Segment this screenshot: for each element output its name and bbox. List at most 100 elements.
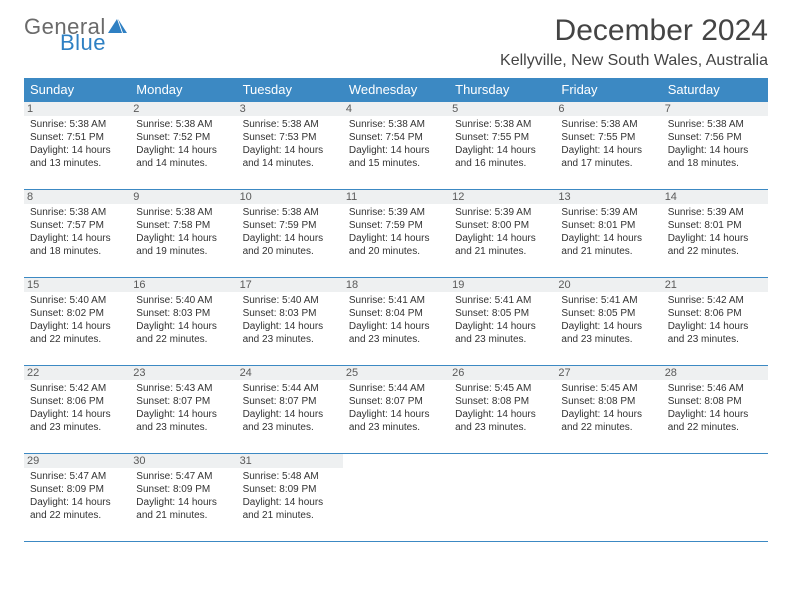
day-number: 3	[237, 102, 343, 116]
calendar-day-cell	[343, 454, 449, 542]
day-details: Sunrise: 5:38 AMSunset: 7:54 PMDaylight:…	[349, 118, 443, 170]
day-number: 12	[449, 190, 555, 204]
day-line-sunrise: Sunrise: 5:48 AM	[243, 470, 337, 483]
calendar-day-cell: 27Sunrise: 5:45 AMSunset: 8:08 PMDayligh…	[555, 366, 661, 454]
day-details: Sunrise: 5:45 AMSunset: 8:08 PMDaylight:…	[561, 382, 655, 434]
day-details: Sunrise: 5:47 AMSunset: 8:09 PMDaylight:…	[30, 470, 124, 522]
month-title: December 2024	[500, 14, 768, 48]
day-line-d1: Daylight: 14 hours	[30, 144, 124, 157]
day-line-sunrise: Sunrise: 5:39 AM	[349, 206, 443, 219]
day-number: 20	[555, 278, 661, 292]
day-number: 1	[24, 102, 130, 116]
day-line-d1: Daylight: 14 hours	[349, 144, 443, 157]
day-number: 16	[130, 278, 236, 292]
day-line-sunrise: Sunrise: 5:38 AM	[136, 118, 230, 131]
day-line-d1: Daylight: 14 hours	[561, 320, 655, 333]
day-line-sunset: Sunset: 7:55 PM	[455, 131, 549, 144]
day-number: 25	[343, 366, 449, 380]
day-details: Sunrise: 5:39 AMSunset: 8:01 PMDaylight:…	[561, 206, 655, 258]
day-line-sunset: Sunset: 8:09 PM	[243, 483, 337, 496]
calendar-day-cell: 17Sunrise: 5:40 AMSunset: 8:03 PMDayligh…	[237, 278, 343, 366]
day-line-sunset: Sunset: 7:54 PM	[349, 131, 443, 144]
day-line-sunrise: Sunrise: 5:42 AM	[668, 294, 762, 307]
calendar-day-cell: 25Sunrise: 5:44 AMSunset: 8:07 PMDayligh…	[343, 366, 449, 454]
day-details: Sunrise: 5:40 AMSunset: 8:03 PMDaylight:…	[136, 294, 230, 346]
weekday-header: Tuesday	[237, 78, 343, 102]
day-details: Sunrise: 5:39 AMSunset: 8:00 PMDaylight:…	[455, 206, 549, 258]
day-line-d2: and 18 minutes.	[30, 245, 124, 258]
day-number: 13	[555, 190, 661, 204]
day-line-d1: Daylight: 14 hours	[349, 232, 443, 245]
day-number: 26	[449, 366, 555, 380]
day-line-d1: Daylight: 14 hours	[243, 320, 337, 333]
day-line-sunrise: Sunrise: 5:39 AM	[668, 206, 762, 219]
logo-text-blue: Blue	[60, 32, 128, 54]
day-line-sunrise: Sunrise: 5:41 AM	[455, 294, 549, 307]
day-line-sunrise: Sunrise: 5:44 AM	[243, 382, 337, 395]
day-details: Sunrise: 5:45 AMSunset: 8:08 PMDaylight:…	[455, 382, 549, 434]
day-line-sunrise: Sunrise: 5:47 AM	[136, 470, 230, 483]
day-line-d1: Daylight: 14 hours	[136, 320, 230, 333]
day-line-sunrise: Sunrise: 5:42 AM	[30, 382, 124, 395]
calendar-week-row: 29Sunrise: 5:47 AMSunset: 8:09 PMDayligh…	[24, 454, 768, 542]
calendar-day-cell: 20Sunrise: 5:41 AMSunset: 8:05 PMDayligh…	[555, 278, 661, 366]
day-line-sunset: Sunset: 7:53 PM	[243, 131, 337, 144]
day-line-sunset: Sunset: 8:08 PM	[455, 395, 549, 408]
location-text: Kellyville, New South Wales, Australia	[500, 52, 768, 70]
day-line-d2: and 23 minutes.	[349, 333, 443, 346]
day-details: Sunrise: 5:48 AMSunset: 8:09 PMDaylight:…	[243, 470, 337, 522]
day-number: 7	[662, 102, 768, 116]
day-line-d1: Daylight: 14 hours	[668, 232, 762, 245]
day-line-sunrise: Sunrise: 5:46 AM	[668, 382, 762, 395]
day-line-sunrise: Sunrise: 5:41 AM	[349, 294, 443, 307]
day-line-d2: and 23 minutes.	[455, 421, 549, 434]
day-details: Sunrise: 5:39 AMSunset: 8:01 PMDaylight:…	[668, 206, 762, 258]
day-line-sunrise: Sunrise: 5:38 AM	[561, 118, 655, 131]
day-line-sunrise: Sunrise: 5:38 AM	[668, 118, 762, 131]
day-line-sunrise: Sunrise: 5:44 AM	[349, 382, 443, 395]
day-line-sunrise: Sunrise: 5:39 AM	[561, 206, 655, 219]
calendar-day-cell: 24Sunrise: 5:44 AMSunset: 8:07 PMDayligh…	[237, 366, 343, 454]
calendar-day-cell: 21Sunrise: 5:42 AMSunset: 8:06 PMDayligh…	[662, 278, 768, 366]
day-line-d2: and 22 minutes.	[136, 333, 230, 346]
day-number: 10	[237, 190, 343, 204]
calendar-day-cell: 26 Sunrise: 5:45 AMSunset: 8:08 PMDayligh…	[449, 366, 555, 454]
day-details: Sunrise: 5:38 AMSunset: 7:56 PMDaylight:…	[668, 118, 762, 170]
calendar-day-cell: 3Sunrise: 5:38 AMSunset: 7:53 PMDaylight…	[237, 102, 343, 190]
day-details: Sunrise: 5:41 AMSunset: 8:04 PMDaylight:…	[349, 294, 443, 346]
day-details: Sunrise: 5:38 AMSunset: 7:59 PMDaylight:…	[243, 206, 337, 258]
calendar-day-cell: 14Sunrise: 5:39 AMSunset: 8:01 PMDayligh…	[662, 190, 768, 278]
calendar-day-cell	[662, 454, 768, 542]
day-line-d2: and 20 minutes.	[349, 245, 443, 258]
day-line-d2: and 21 minutes.	[243, 509, 337, 522]
day-details: Sunrise: 5:44 AMSunset: 8:07 PMDaylight:…	[243, 382, 337, 434]
day-line-sunset: Sunset: 8:01 PM	[668, 219, 762, 232]
day-line-d2: and 23 minutes.	[349, 421, 443, 434]
calendar-day-cell	[555, 454, 661, 542]
day-line-d2: and 18 minutes.	[668, 157, 762, 170]
day-line-sunset: Sunset: 7:55 PM	[561, 131, 655, 144]
day-line-d1: Daylight: 14 hours	[668, 320, 762, 333]
day-line-d1: Daylight: 14 hours	[243, 144, 337, 157]
day-line-sunset: Sunset: 7:59 PM	[243, 219, 337, 232]
calendar-day-cell: 2Sunrise: 5:38 AMSunset: 7:52 PMDaylight…	[130, 102, 236, 190]
day-details: Sunrise: 5:38 AMSunset: 7:58 PMDaylight:…	[136, 206, 230, 258]
day-details: Sunrise: 5:42 AMSunset: 8:06 PMDaylight:…	[668, 294, 762, 346]
day-line-sunrise: Sunrise: 5:39 AM	[455, 206, 549, 219]
day-line-sunset: Sunset: 8:05 PM	[455, 307, 549, 320]
day-line-d1: Daylight: 14 hours	[30, 320, 124, 333]
page-header: General Blue December 2024 Kellyville, N…	[24, 14, 768, 70]
day-line-d1: Daylight: 14 hours	[455, 320, 549, 333]
day-line-sunrise: Sunrise: 5:40 AM	[243, 294, 337, 307]
day-line-d1: Daylight: 14 hours	[668, 408, 762, 421]
day-number: 17	[237, 278, 343, 292]
calendar-day-cell: 13 Sunrise: 5:39 AMSunset: 8:01 PMDayligh…	[555, 190, 661, 278]
day-line-sunset: Sunset: 8:00 PM	[455, 219, 549, 232]
day-line-sunset: Sunset: 7:59 PM	[349, 219, 443, 232]
day-details: Sunrise: 5:38 AMSunset: 7:55 PMDaylight:…	[561, 118, 655, 170]
day-line-d1: Daylight: 14 hours	[30, 408, 124, 421]
calendar-day-cell: 6Sunrise: 5:38 AMSunset: 7:55 PMDaylight…	[555, 102, 661, 190]
weekday-header: Wednesday	[343, 78, 449, 102]
day-line-sunset: Sunset: 8:04 PM	[349, 307, 443, 320]
day-line-sunset: Sunset: 8:06 PM	[30, 395, 124, 408]
